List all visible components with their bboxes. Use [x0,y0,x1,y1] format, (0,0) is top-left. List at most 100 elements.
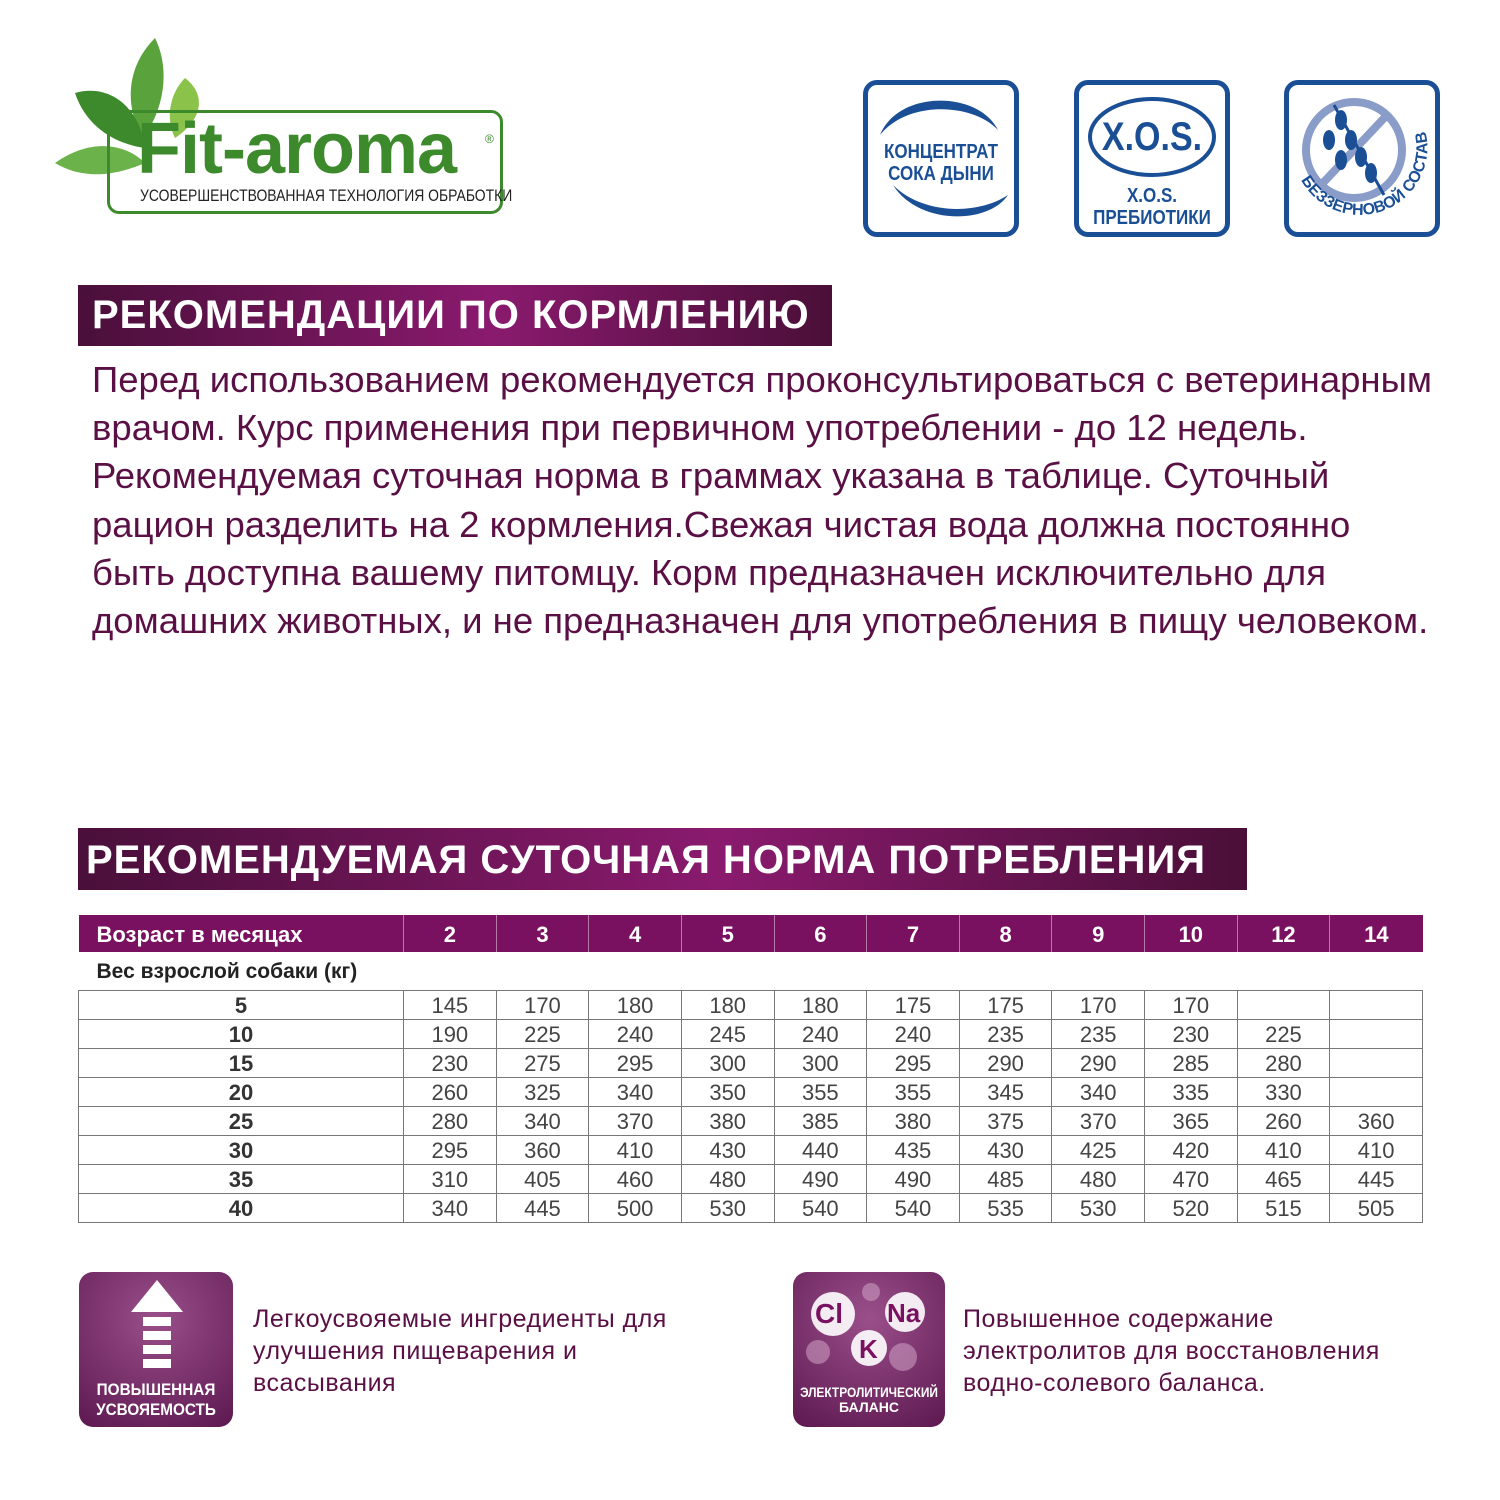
badge-grain-free: БЕЗЗЕРНОВОЙ СОСТАВ [1284,80,1440,237]
age-header: 9 [1051,915,1145,952]
grams-cell: 295 [403,1134,497,1165]
grams-cell: 365 [1144,1105,1238,1136]
grams-cell: 350 [680,1076,775,1107]
age-header: 8 [958,915,1052,952]
grams-cell: 230 [1144,1018,1238,1049]
norm-heading: РЕКОМЕНДУЕМАЯ СУТОЧНАЯ НОРМА ПОТРЕБЛЕНИЯ [78,828,1247,890]
feeding-text: Перед использованием рекомендуется проко… [92,359,1432,642]
age-header: 6 [773,915,867,952]
grams-cell: 170 [1144,989,1238,1020]
grams-cell: 430 [958,1134,1053,1165]
arrow-up-icon [131,1280,183,1368]
age-header: 4 [588,915,682,952]
weight-cell: 40 [78,1192,404,1223]
grams-cell: 245 [680,1018,775,1049]
badge-line1: X.O.S. [1126,185,1178,207]
grams-cell: 290 [1051,1047,1145,1078]
badge-line1: КОНЦЕНТРАТ [884,141,998,163]
grams-cell: 230 [403,1047,497,1078]
digestibility-text: Легкоусвояемые ингредиенты для улучшения… [253,1305,667,1397]
grams-cell: 480 [680,1163,775,1194]
grams-cell: 410 [1236,1134,1331,1165]
grams-cell: 275 [495,1047,590,1078]
grams-cell: 325 [495,1076,590,1107]
grams-cell [1329,989,1423,1020]
grams-cell: 380 [866,1105,960,1136]
table-row: 30 295 360 410 430 440 435 430 425 420 410 410 [78,1134,1423,1165]
grams-cell: 430 [680,1134,775,1165]
grams-cell: 445 [1329,1163,1423,1194]
swoosh-icon [880,100,1008,217]
table-subheader-row: Вес взрослой собаки (кг) [79,952,1423,990]
grams-cell: 180 [680,989,775,1020]
ellipse-icon [1088,97,1216,177]
weight-cell: 5 [78,989,404,1020]
table-row: 5 145 170 180 180 180 175 175 170 170 [78,989,1423,1020]
grams-cell: 375 [958,1105,1053,1136]
weight-label: Вес взрослой собаки (кг) [96,959,358,983]
grams-cell: 385 [773,1105,868,1136]
grams-cell: 360 [495,1134,590,1165]
grams-cell: 355 [866,1076,960,1107]
table-row: 35 310 405 460 480 490 490 485 480 470 465 445 [78,1163,1423,1194]
grams-cell: 240 [773,1018,868,1049]
badge-xos-logo: X.O.S. [1101,115,1203,159]
table-row: 10 190 225 240 245 240 240 235 235 230 225 [78,1018,1423,1049]
age-header: 12 [1236,915,1330,952]
grams-cell: 540 [773,1192,868,1223]
logo-name: Fit-aroma [137,109,457,189]
grams-cell: 420 [1144,1134,1238,1165]
electrolyte-text: Повышенное содержание электролитов для в… [963,1305,1380,1397]
table-row: 25 280 340 370 380 385 380 375 370 365 260 360 [78,1105,1423,1136]
grams-cell: 285 [1144,1047,1238,1078]
grams-cell: 485 [958,1163,1053,1194]
grams-cell: 225 [495,1018,590,1049]
grams-cell: 530 [680,1192,775,1223]
badge-line1: ПОВЫШЕННАЯ [96,1380,216,1399]
grams-cell: 330 [1236,1076,1331,1107]
grams-cell: 235 [1051,1018,1145,1049]
digestibility-badge: ПОВЫШЕННАЯ УСВОЯЕМОСТЬ [79,1272,233,1427]
registered-mark: ® [485,132,494,146]
weight-cell: 25 [78,1105,404,1136]
grams-cell: 295 [588,1047,682,1078]
age-header: 14 [1329,915,1423,952]
grams-cell: 370 [1051,1105,1145,1136]
grams-cell: 295 [866,1047,960,1078]
badge-line1: ЭЛЕКТРОЛИТИЧЕСКИЙ [800,1384,938,1400]
leaves-icon [55,38,199,175]
grams-cell: 530 [1051,1192,1145,1223]
grams-cell: 480 [1051,1163,1145,1194]
grams-cell: 290 [958,1047,1053,1078]
weight-cell: 30 [78,1134,404,1165]
grams-cell: 260 [403,1076,497,1107]
grams-cell: 465 [1236,1163,1331,1194]
badge-line2: УСВОЯЕМОСТЬ [96,1400,216,1419]
grams-cell: 410 [1329,1134,1423,1165]
badge-melon-juice: КОНЦЕНТРАТ СОКА ДЫНИ [863,80,1019,237]
age-header: 5 [680,915,774,952]
age-header: 10 [1144,915,1238,952]
badge-line2: БАЛАНС [839,1399,899,1415]
grams-cell: 280 [403,1105,497,1136]
table-row: 40 340 445 500 530 540 540 535 530 520 515 505 [78,1192,1423,1223]
grams-cell: 500 [588,1192,682,1223]
grams-cell: 380 [680,1105,775,1136]
grams-cell: 435 [866,1134,960,1165]
grams-cell: 300 [680,1047,775,1078]
weight-cell: 10 [78,1018,404,1049]
weight-cell: 35 [78,1163,404,1194]
grams-cell [1329,1047,1423,1078]
age-header: 7 [866,915,960,952]
grams-cell: 170 [1051,989,1145,1020]
grams-cell: 280 [1236,1047,1331,1078]
grams-cell [1236,989,1331,1020]
grams-cell: 340 [1051,1076,1145,1107]
grams-cell: 540 [866,1192,960,1223]
age-header: 3 [495,915,589,952]
grams-cell: 405 [495,1163,590,1194]
grams-cell: 515 [1236,1192,1331,1223]
potassium-label: K [859,1334,878,1364]
grams-cell: 335 [1144,1076,1238,1107]
grams-cell: 170 [495,989,590,1020]
